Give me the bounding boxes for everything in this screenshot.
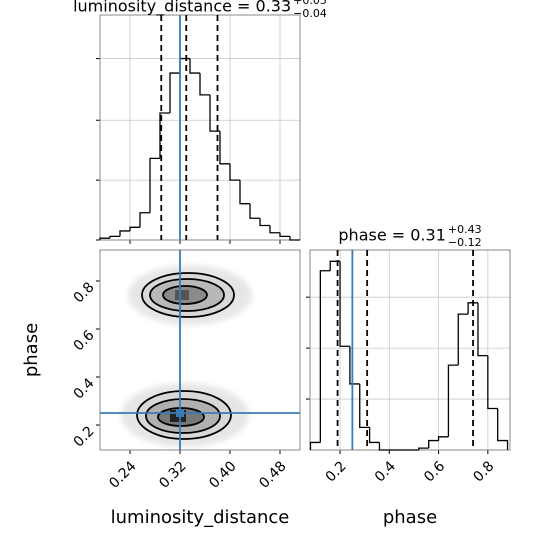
histogram-step (179, 57, 190, 74)
y-tick-label: 0.8 (71, 279, 98, 306)
panel-title: phase = 0.31 (338, 226, 445, 245)
histogram-step (457, 313, 469, 366)
histogram-step (229, 163, 240, 181)
y-tick-label: 0.2 (71, 423, 98, 450)
histogram-step (477, 302, 488, 357)
x-tick-label: 0.48 (256, 458, 289, 491)
histogram-step (378, 442, 390, 451)
y-axis-label: phase (21, 323, 42, 377)
histogram-step (319, 270, 331, 443)
histogram-step (149, 157, 160, 213)
histogram-step (199, 73, 210, 96)
histogram-step (497, 408, 509, 450)
panel-title: luminosity_distance = 0.33 (73, 0, 291, 17)
histogram-step (99, 237, 110, 240)
y-tick-label: 0.4 (71, 375, 98, 402)
histogram-step (249, 203, 260, 219)
histogram-step (418, 447, 429, 450)
histogram-step (339, 261, 350, 347)
histogram-step (259, 218, 270, 227)
histogram-step (467, 302, 478, 315)
truth-point (176, 409, 184, 418)
x-axis-label: luminosity_distance (111, 507, 290, 528)
histogram-step (119, 230, 130, 237)
x-tick-label: 0.24 (106, 458, 139, 491)
histogram-step (159, 112, 170, 159)
x-tick-label: 0.4 (372, 458, 399, 485)
x-tick-label: 0.2 (323, 458, 350, 485)
histogram-step (437, 436, 449, 441)
histogram-step (209, 94, 220, 132)
histogram-step (447, 364, 459, 437)
histogram-step (309, 441, 321, 450)
histogram-step (189, 58, 200, 74)
histogram-step (349, 346, 360, 385)
title-upper: +0.43 (448, 223, 482, 236)
histogram-step (139, 212, 150, 228)
title-upper: +0.05 (293, 0, 327, 7)
x-tick-label: 0.6 (421, 458, 448, 485)
histogram-step (129, 226, 140, 231)
x-tick-label: 0.40 (206, 458, 239, 491)
histogram-step (329, 260, 341, 271)
density-contours (121, 265, 252, 447)
histogram-step (487, 355, 498, 410)
histogram-step (239, 180, 250, 205)
plot-frame (99, 249, 301, 451)
y-tick-label: 0.6 (71, 327, 98, 354)
plot-frame (99, 14, 301, 241)
x-tick-label: 0.8 (470, 458, 497, 485)
histogram-step (289, 236, 300, 241)
histogram-step (109, 235, 120, 239)
histogram-step (368, 427, 380, 444)
histogram-step (359, 383, 370, 429)
histogram-step (279, 232, 290, 238)
histogram-step (219, 131, 230, 165)
title-lower: −0.04 (293, 7, 327, 20)
histogram-step (169, 72, 180, 113)
histogram-step (428, 439, 439, 449)
histogram-step (269, 225, 280, 234)
x-axis-label: phase (383, 507, 437, 528)
x-tick-label: 0.32 (156, 458, 189, 491)
title-lower: −0.12 (448, 236, 482, 249)
